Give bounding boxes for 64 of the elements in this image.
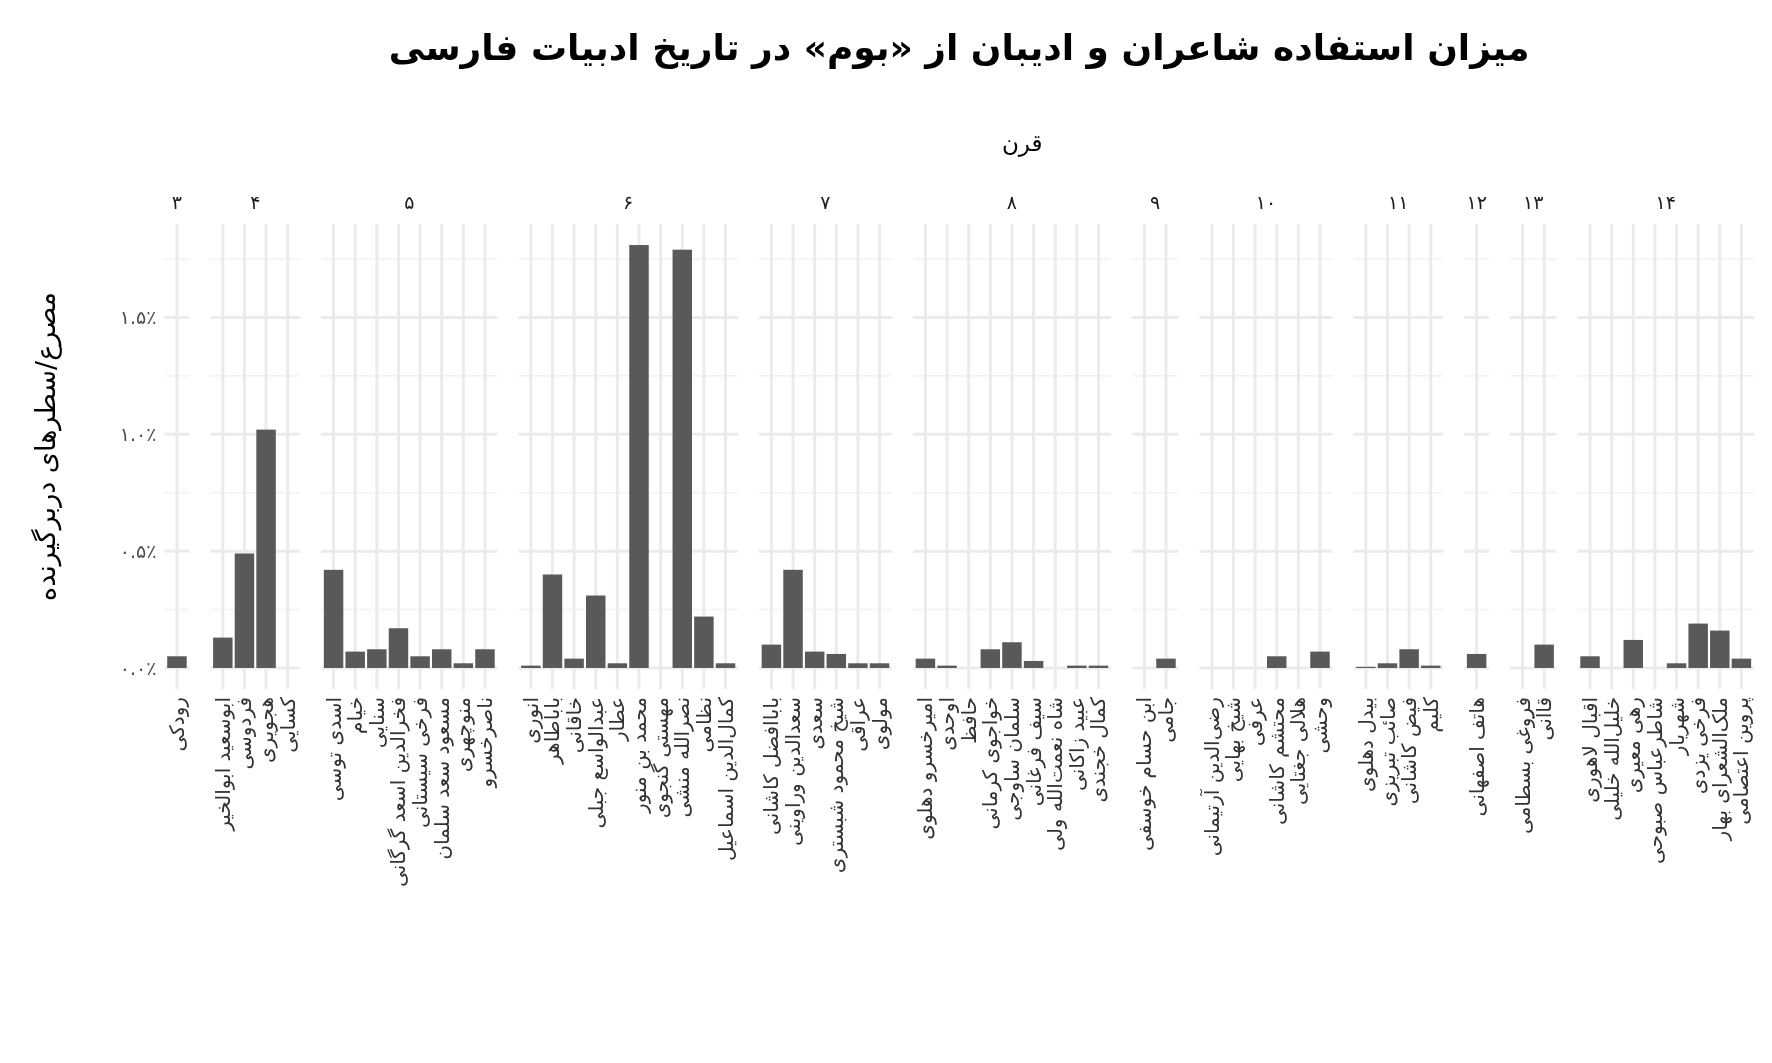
bar <box>1377 663 1398 668</box>
y-tick-label: ۱.۰٪ <box>119 423 157 446</box>
bar <box>804 651 825 668</box>
bar <box>542 574 563 668</box>
bar <box>586 595 606 668</box>
bar <box>1023 660 1044 668</box>
bar <box>694 616 714 668</box>
bar <box>323 569 344 668</box>
x2-axis-title: ۱۱ <box>1388 191 1409 213</box>
bar <box>1666 663 1687 668</box>
x-tick-label: هاتف اصفهانی <box>1464 697 1489 817</box>
x-tick-label: رودکی <box>164 697 189 752</box>
x2-axis-title: ۹ <box>1150 191 1161 213</box>
bar <box>980 649 1001 668</box>
y-axis-title: مصرع/سطرهای دربرگیرنده <box>29 291 62 602</box>
x2-axis-title: ۱۴ <box>1655 191 1676 213</box>
x-tick-label: خیام <box>343 697 368 734</box>
bar <box>1710 630 1730 668</box>
bar <box>1731 658 1752 668</box>
x2-axis-title: ۸ <box>1006 191 1018 213</box>
bar <box>607 663 628 668</box>
y-tick-label: ۱.۵٪ <box>119 306 157 329</box>
bar <box>915 658 936 668</box>
x2-axis-title: ۱۲ <box>1466 191 1487 213</box>
bar <box>715 663 736 668</box>
bar <box>410 656 430 668</box>
bar <box>431 649 452 668</box>
x-tick-label: اسدی توسی <box>321 697 346 802</box>
bar <box>1399 649 1419 668</box>
bar <box>1623 639 1644 668</box>
x2-axis-title: ۴ <box>250 191 261 213</box>
x-tick-label: بیدل دهلوی <box>1353 697 1378 793</box>
bar <box>783 569 803 668</box>
bar <box>564 658 584 668</box>
bar <box>453 663 474 668</box>
bar <box>1688 623 1708 668</box>
x2-axis-title: ۱۳ <box>1523 191 1544 213</box>
x-tick-label: وحشی <box>1308 697 1332 754</box>
bar <box>1580 656 1600 668</box>
x2-axis-title: ۷ <box>820 191 831 213</box>
bar <box>672 249 692 668</box>
bar <box>388 628 409 668</box>
bar <box>1002 642 1022 668</box>
x-tick-label: ابوسعید ابوالخیر <box>210 697 235 832</box>
bar <box>848 663 868 668</box>
x-tick-label: عبید زاکانی <box>1064 697 1089 791</box>
x-tick-label: امیرخسرو دهلوی <box>913 697 938 840</box>
x2-axis-title: ۶ <box>623 191 634 213</box>
bar <box>475 649 495 668</box>
x2-axis-title: ۱۰ <box>1255 191 1277 213</box>
text: میزان استفاده شاعران و ادیبان از «بوم» در تاریخ ادبیات فارسی <box>388 26 1530 69</box>
x-tick-label: کمال‌الدین اسماعیل <box>713 696 738 862</box>
bar <box>869 663 890 668</box>
y-tick-label: ۰.۰٪ <box>119 656 157 679</box>
bar <box>629 245 649 668</box>
y-tick-label: ۰.۵٪ <box>119 540 157 563</box>
text: قرن <box>1001 130 1043 157</box>
bar <box>345 651 365 668</box>
x2-axis-title: ۵ <box>404 191 415 213</box>
bar <box>761 644 782 668</box>
x-tick-label: باباافضل کاشانی <box>759 697 784 835</box>
bar <box>367 649 387 668</box>
bar <box>826 653 847 668</box>
x2-axis-title: ۳ <box>171 191 183 213</box>
